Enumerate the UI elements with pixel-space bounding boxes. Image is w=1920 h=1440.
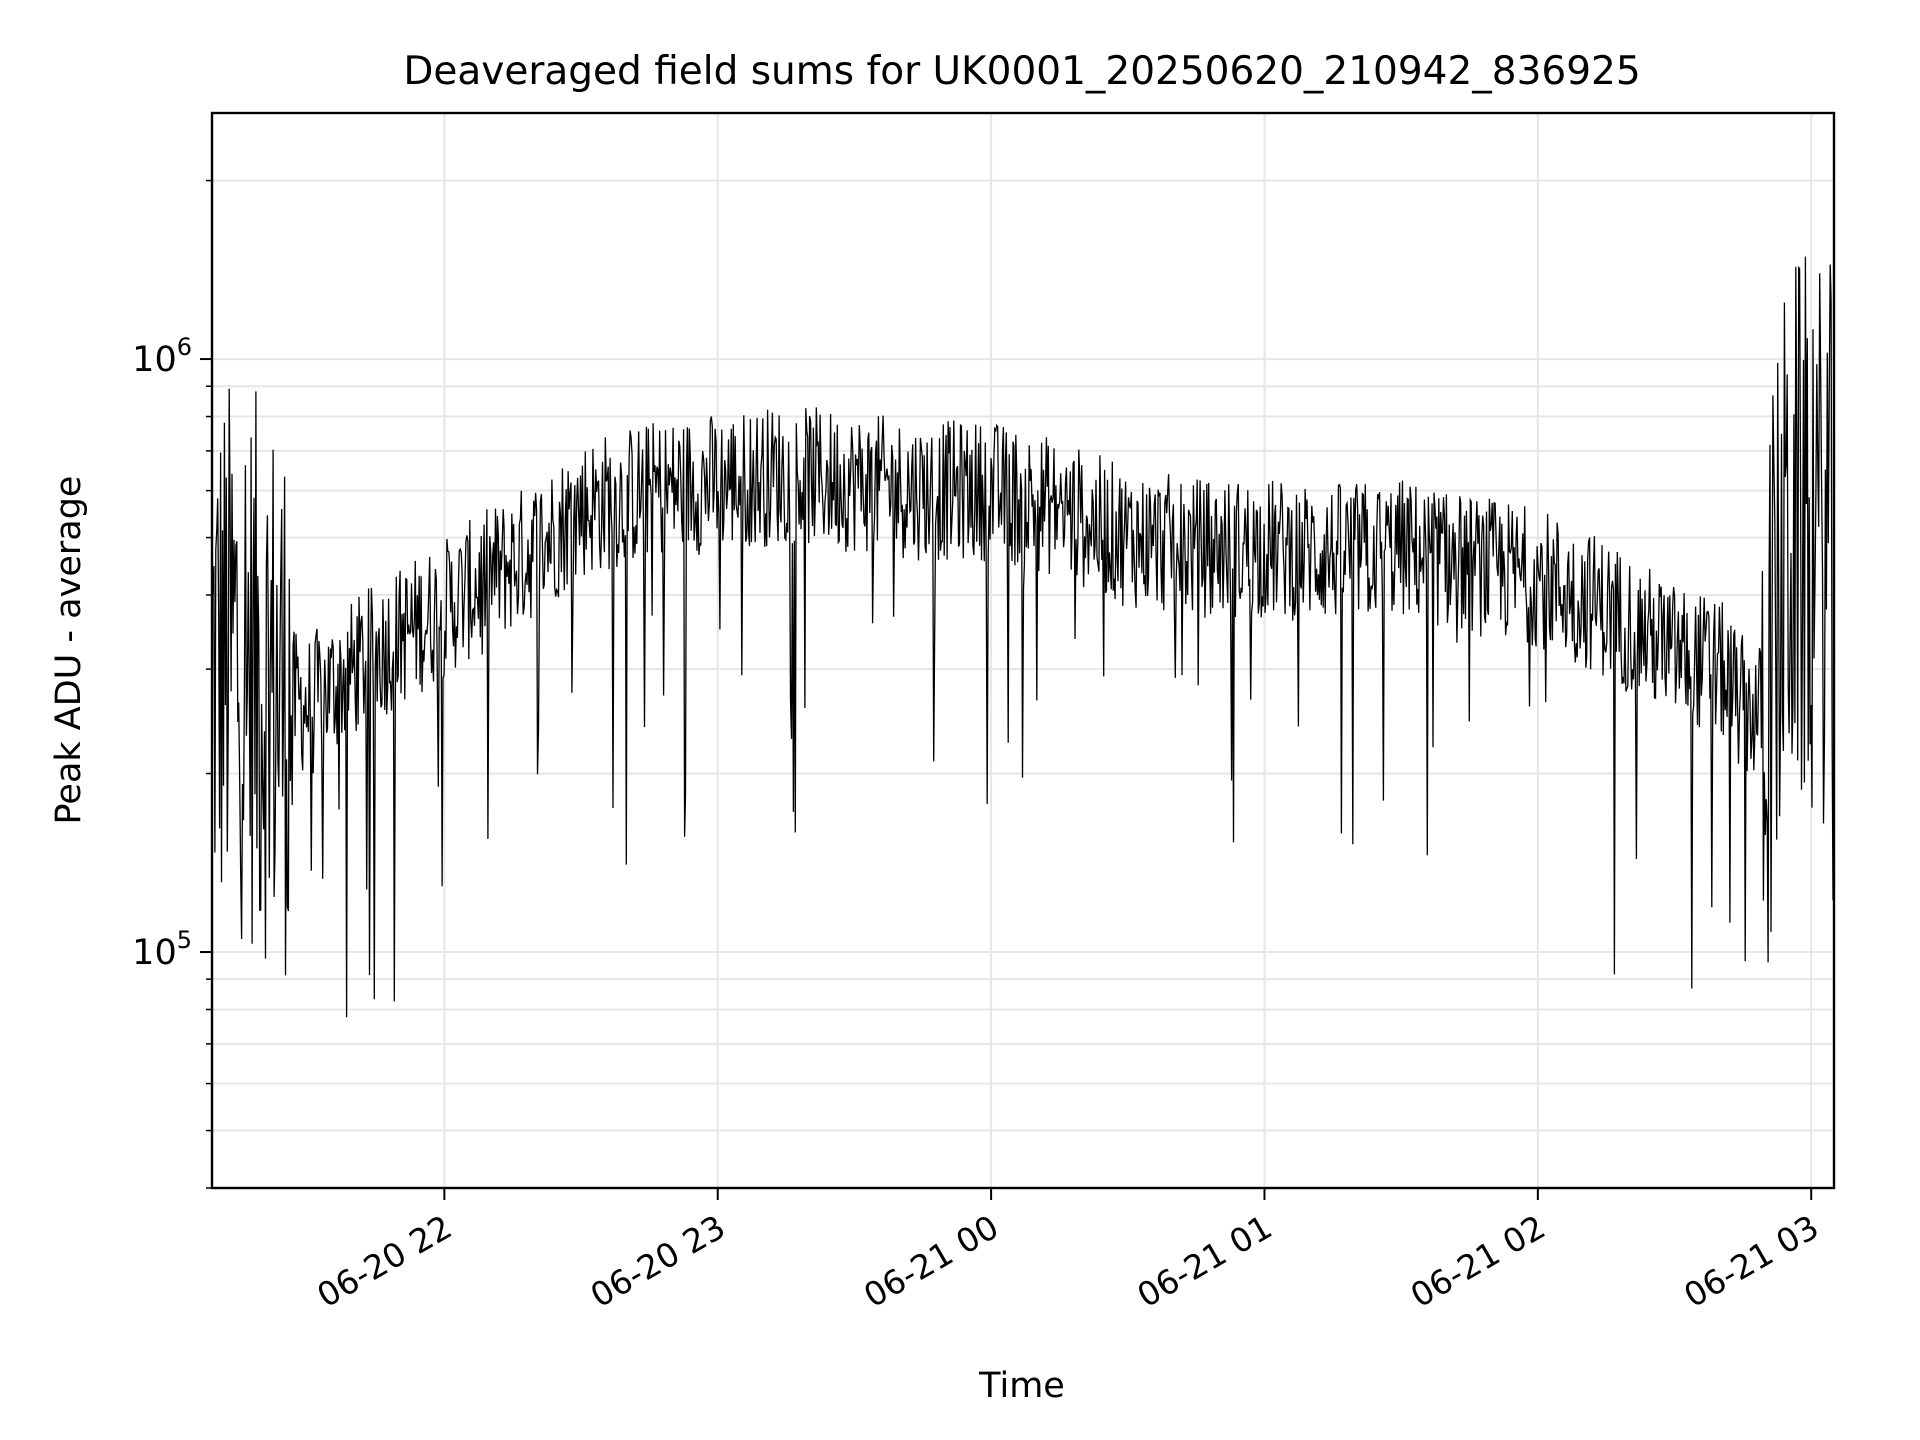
- x-axis-label: Time: [978, 1366, 1065, 1406]
- x-tick-label: 06-21 03: [1677, 1207, 1825, 1315]
- plot-frame: [210, 111, 1836, 1190]
- x-tick-label: 06-21 00: [857, 1207, 1005, 1315]
- y-axis: 105 106: [132, 179, 212, 1189]
- x-axis: 06-20 22 06-20 23 06-21 00 06-21 01 06-21 02…: [310, 1188, 1825, 1315]
- series-line: [211, 256, 1835, 1018]
- y-tick-label: 105: [132, 926, 192, 973]
- x-tick-label: 06-21 02: [1404, 1207, 1552, 1315]
- y-tick-label: 106: [132, 333, 192, 380]
- y-axis-label: Peak ADU - average: [49, 476, 89, 825]
- data-trace: [211, 256, 1835, 1018]
- x-tick-label: 06-21 01: [1130, 1207, 1278, 1315]
- x-tick-label: 06-20 22: [310, 1207, 458, 1315]
- chart-title: Deaveraged field sums for UK0001_2025062…: [403, 49, 1640, 94]
- x-tick-label: 06-20 23: [584, 1207, 732, 1315]
